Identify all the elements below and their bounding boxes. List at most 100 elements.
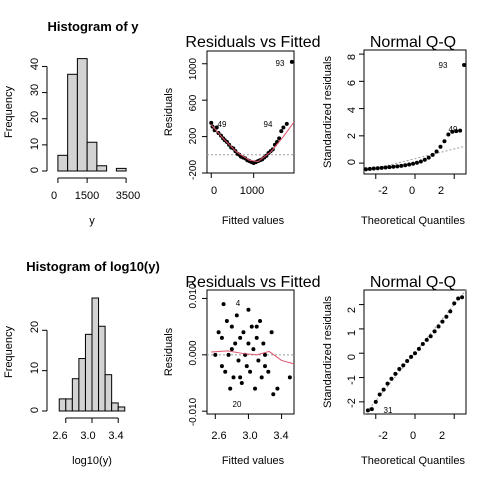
x-tick-label: 0 (409, 185, 415, 197)
data-point (261, 341, 266, 346)
x-tick-label: 1000 (240, 185, 264, 197)
data-point (446, 132, 451, 137)
y-tick-label: 600 (188, 94, 199, 111)
data-point (271, 392, 276, 397)
y-axis-label: Frequency (3, 326, 15, 378)
data-point (440, 319, 445, 324)
histogram-bar (98, 325, 106, 412)
data-point (241, 330, 246, 335)
data-point (452, 301, 457, 306)
x-tick-label: 2.6 (211, 430, 226, 442)
data-point (365, 408, 370, 413)
data-point (214, 125, 219, 130)
data-point (456, 296, 461, 301)
data-point (393, 371, 398, 376)
data-point (367, 166, 372, 171)
data-point (259, 375, 264, 380)
data-point (416, 346, 421, 351)
data-point (239, 381, 244, 385)
chart-marks (42, 53, 467, 423)
y-tick-label: -200 (188, 160, 199, 180)
data-point (442, 139, 447, 144)
histogram-bar (84, 333, 93, 412)
y-tick-label: 2 (346, 133, 358, 139)
panel-residuals-vs-fitted-raw: Residuals vs Fitted Fitted values Residu… (163, 34, 321, 227)
y-tick-label: 20 (29, 321, 41, 333)
data-point (234, 313, 239, 318)
y-tick-label: 0 (29, 167, 41, 173)
data-point (216, 330, 221, 335)
data-point (269, 330, 274, 335)
data-point (389, 376, 394, 381)
y-tick-label: 0 (346, 354, 358, 360)
data-point (253, 386, 258, 391)
data-point (229, 347, 234, 352)
data-point (436, 324, 441, 329)
x-tick-label: 3.0 (80, 430, 95, 442)
data-point (213, 352, 218, 357)
data-point (231, 375, 236, 380)
x-tick-label: 0 (51, 190, 57, 202)
x-axis-label: Theoretical Quantiles (361, 455, 465, 467)
y-tick-label: -0.010 (188, 397, 199, 426)
point-label: 20 (233, 400, 242, 409)
plot-frame (206, 289, 295, 415)
y-tick-label: 10 (29, 362, 41, 374)
panel-title: Residuals vs Fitted (185, 274, 320, 291)
x-tick-label: 2.6 (52, 430, 67, 442)
data-point (411, 161, 416, 166)
data-point (434, 149, 439, 154)
panel-title: Normal Q-Q (370, 34, 456, 51)
data-point (266, 369, 271, 374)
x-tick-label: 3.4 (108, 430, 123, 442)
y-tick-label: 2 (346, 307, 358, 313)
point-label: 49 (218, 120, 227, 129)
histogram-bar (65, 398, 73, 412)
data-point (401, 363, 406, 368)
histogram-bar (91, 297, 100, 412)
data-point (248, 369, 253, 374)
data-point (249, 324, 254, 329)
data-point (279, 129, 284, 134)
histogram-bar (111, 402, 119, 412)
histogram-bar (104, 374, 113, 412)
data-point (405, 358, 410, 363)
data-point (263, 364, 267, 369)
panel-normal-qq-raw: Normal Q-Q Theoretical Quantiles Standar… (322, 34, 467, 227)
data-point (385, 381, 390, 386)
histogram-bar (58, 398, 67, 412)
y-axis-label: Standardized residuals (322, 296, 334, 408)
data-point (414, 160, 419, 165)
data-point (387, 165, 392, 170)
data-point (407, 162, 412, 167)
data-point (221, 302, 226, 307)
x-tick-label: 2 (439, 430, 445, 442)
y-tick-label: 30 (29, 84, 41, 96)
data-point (256, 358, 261, 363)
y-axis-label: Residuals (163, 87, 175, 136)
histogram-bar (86, 141, 98, 172)
point-label: 49 (449, 125, 458, 134)
x-axis-label: log10(y) (72, 455, 112, 467)
data-point (377, 392, 382, 397)
data-point (371, 166, 376, 171)
x-tick-label: 1500 (75, 190, 99, 202)
smooth-line (211, 350, 295, 365)
data-point (409, 354, 414, 359)
data-point (254, 335, 259, 340)
data-point (219, 335, 224, 340)
data-point (238, 375, 243, 380)
histogram-bar (57, 154, 69, 172)
data-point (444, 314, 449, 319)
panel-residuals-vs-fitted-log: Residuals vs Fitted Fitted values Residu… (163, 274, 321, 467)
y-tick-label: 0.000 (188, 340, 199, 365)
data-point (430, 152, 435, 157)
data-point (418, 159, 423, 164)
data-point (233, 341, 238, 346)
x-tick-label: 0 (211, 185, 217, 197)
data-point (395, 164, 400, 169)
data-point (246, 307, 251, 312)
y-axis-label: Standardized residuals (322, 56, 334, 168)
data-point (289, 59, 294, 64)
